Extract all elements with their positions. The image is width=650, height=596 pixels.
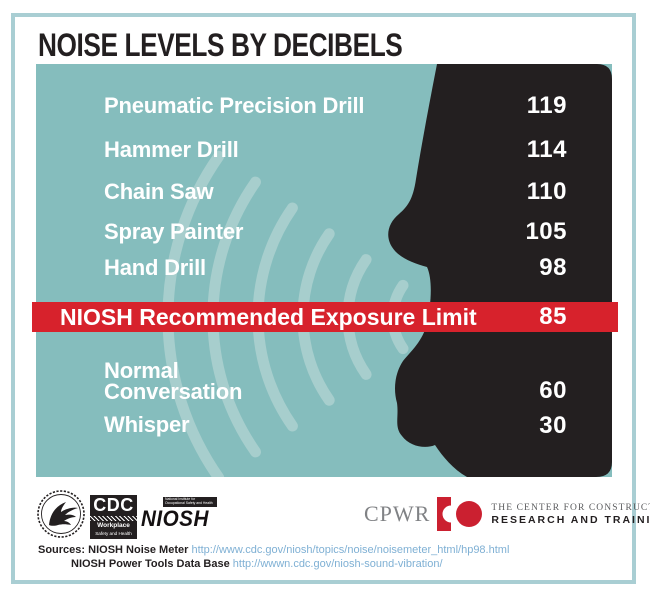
- cdc-logo-acronym: CDC: [93, 495, 134, 515]
- noise-value: 105: [525, 218, 567, 245]
- limit-band-label: NIOSH Recommended Exposure Limit: [60, 304, 477, 330]
- noise-label: Normal Conversation: [104, 358, 243, 404]
- sources-label: Sources:: [38, 544, 86, 556]
- limit-band-value: 85: [539, 303, 567, 330]
- niosh-limit-band: NIOSH Recommended Exposure Limit 85: [32, 302, 618, 332]
- noise-label: Hand Drill: [104, 255, 206, 280]
- noise-value: 98: [539, 254, 567, 281]
- cdc-logo-hatch: [90, 516, 137, 521]
- noise-value: 119: [526, 92, 567, 119]
- source-name: NIOSH Noise Meter: [88, 544, 189, 556]
- noise-value: 114: [526, 136, 567, 163]
- noise-value: 110: [526, 178, 567, 205]
- cdc-logo: CDC Workplace Safety and Health: [90, 495, 137, 539]
- ear-silhouette-icon: [388, 64, 612, 477]
- source-line: NIOSH Power Tools Data Base http://wwwn.…: [71, 557, 509, 571]
- cpwr-logo-acronym: CPWR: [364, 501, 431, 526]
- niosh-logo-acronym: NIOSH: [141, 505, 209, 531]
- page-title: NOISE LEVELS BY DECIBELS: [38, 27, 403, 63]
- noise-value: 30: [539, 412, 567, 439]
- cdc-logo-tagline2: Safety and Health: [95, 531, 132, 536]
- sources-block: Sources: NIOSH Noise Meter http://www.cd…: [38, 543, 509, 571]
- source-url-link[interactable]: http://www.cdc.gov/niosh/topics/noise/no…: [191, 544, 510, 556]
- noise-label: Whisper: [104, 412, 190, 437]
- cdc-logo-tagline1: Workplace: [97, 522, 130, 529]
- noise-label: Hammer Drill: [104, 137, 239, 162]
- source-line: Sources: NIOSH Noise Meter http://www.cd…: [38, 543, 509, 557]
- decibel-panel: [36, 64, 612, 477]
- niosh-logo-small-text: National Institute for Occupational Safe…: [163, 497, 217, 507]
- cpwr-logo-line2: RESEARCH AND TRAINING: [491, 513, 650, 526]
- cpwr-logo: CPWR THE CENTER FOR CONSTRUCTION RESEARC…: [364, 496, 650, 532]
- hhs-eagle-logo: [37, 490, 85, 538]
- eagle-icon: [49, 502, 78, 526]
- source-url-link[interactable]: http://wwwn.cdc.gov/niosh-sound-vibratio…: [232, 558, 443, 570]
- cpwr-bracket-circle-icon: [437, 497, 483, 531]
- noise-value: 60: [539, 377, 567, 404]
- source-name: NIOSH Power Tools Data Base: [71, 558, 230, 570]
- noise-label: Chain Saw: [104, 179, 214, 204]
- noise-label: Spray Painter: [104, 219, 244, 244]
- noise-label: Pneumatic Precision Drill: [104, 93, 365, 118]
- cpwr-logo-line1: THE CENTER FOR CONSTRUCTION: [491, 502, 650, 513]
- niosh-logo: National Institute for Occupational Safe…: [141, 497, 219, 537]
